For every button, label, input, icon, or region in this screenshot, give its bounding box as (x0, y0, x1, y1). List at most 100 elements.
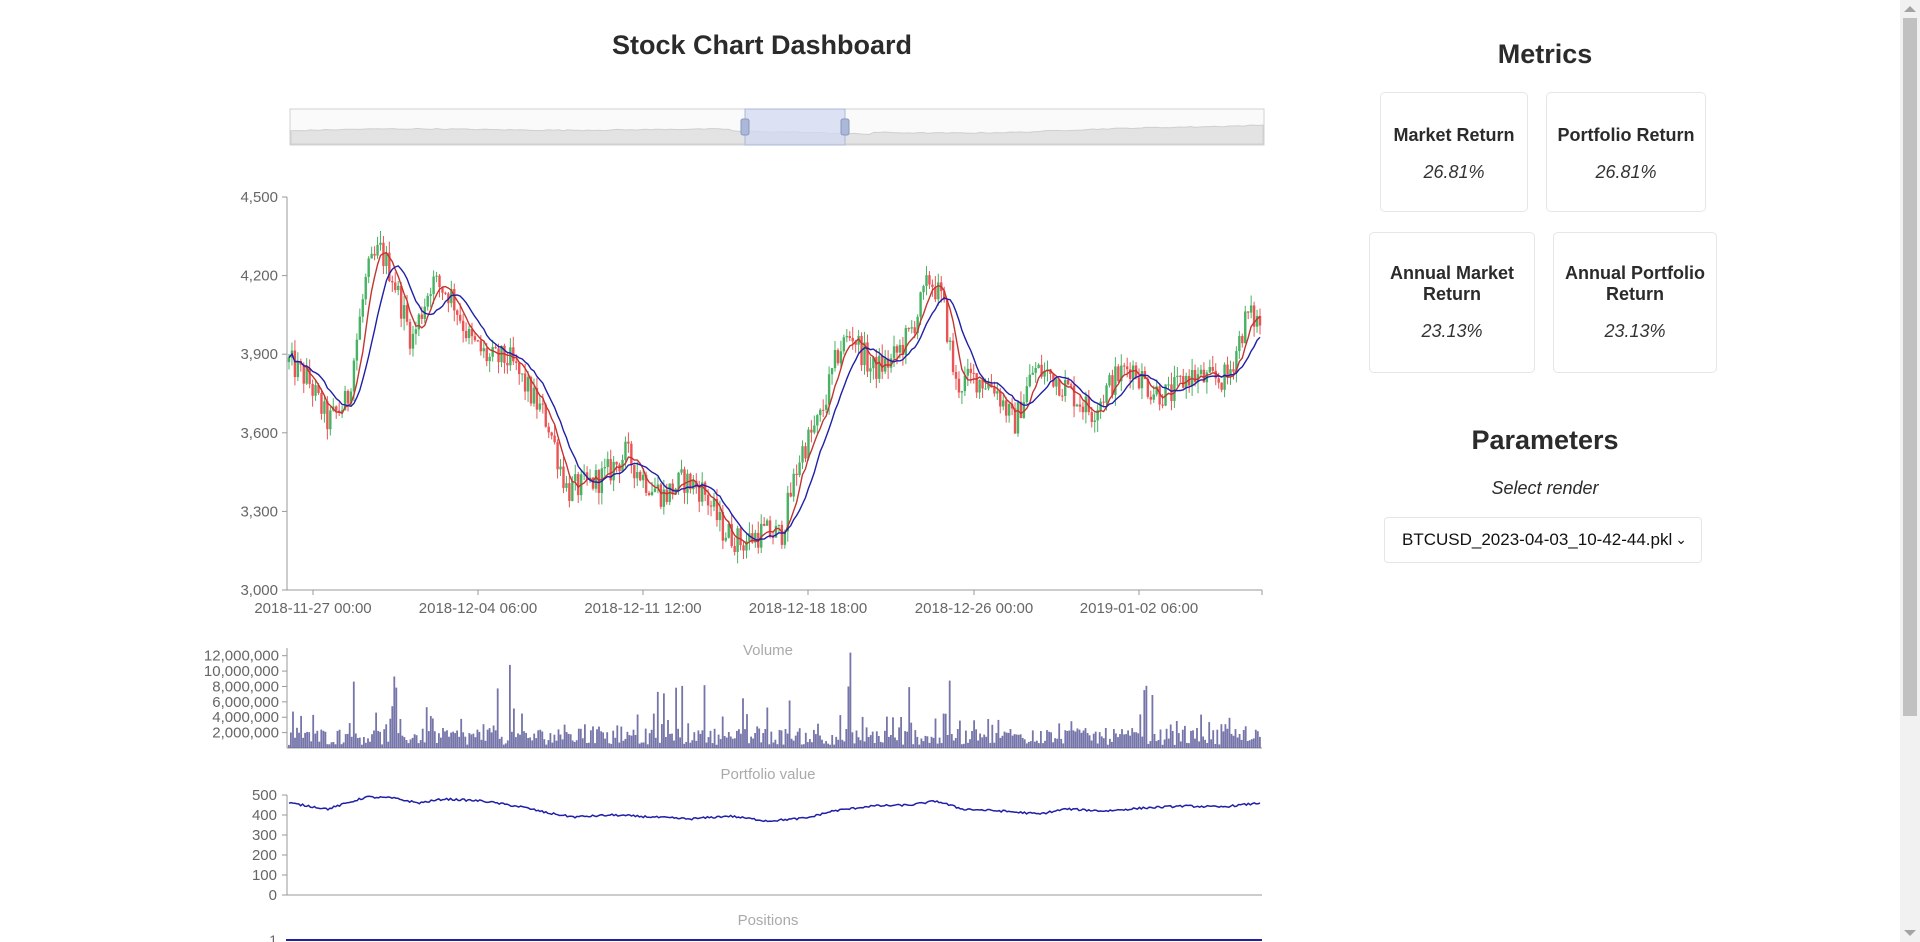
candle (411, 325, 415, 357)
candle (556, 439, 559, 479)
volume-bar (667, 720, 669, 748)
scroll-down-arrow-icon[interactable] (1904, 930, 1916, 936)
volume-bar (744, 729, 746, 748)
volume-bar (480, 739, 483, 748)
volume-bar (806, 742, 809, 748)
candle (464, 322, 468, 342)
volume-bar (725, 737, 728, 748)
volume-bar (502, 744, 505, 748)
volume-bar (727, 732, 730, 748)
volume-bar (1228, 717, 1231, 748)
volume-bar (906, 731, 909, 748)
volume-bar (1220, 724, 1223, 748)
volume-bar (470, 734, 473, 748)
scroll-up-arrow-icon[interactable] (1904, 6, 1916, 12)
candle (813, 415, 816, 435)
volume-bar (403, 737, 406, 748)
candle (786, 485, 789, 542)
data-zoom-slider[interactable] (289, 108, 1265, 146)
main-x-axis: 2018-11-27 00:00 2018-12-04 06:00 2018-12-… (254, 589, 1263, 617)
volume-bar (482, 724, 485, 748)
metric-value: 26.81% (1595, 162, 1657, 182)
candle (594, 464, 598, 493)
candle (907, 327, 910, 332)
candle (1258, 308, 1262, 335)
candle (680, 459, 683, 475)
volume-bar (511, 731, 513, 748)
volume-bar (780, 730, 783, 748)
volume-bar (288, 744, 290, 748)
volume-bar (1218, 744, 1221, 748)
volume-bar (604, 738, 606, 748)
metric-label: Market Return (1393, 125, 1515, 145)
volume-bar (320, 729, 323, 748)
volume-bar (977, 740, 979, 748)
volume-bar (577, 728, 580, 748)
volume-bar (1072, 730, 1075, 748)
volume-bar (1236, 737, 1239, 748)
scroll-thumb[interactable] (1903, 18, 1917, 716)
data-zoom-selection[interactable] (744, 108, 846, 146)
candle (848, 331, 851, 342)
volume-bar (648, 733, 651, 748)
candle (1161, 394, 1164, 409)
candle (1232, 361, 1235, 380)
volume-bar (634, 735, 637, 748)
volume-bar (987, 719, 990, 748)
candle (945, 298, 949, 344)
volume-bar (729, 736, 732, 748)
volume-bar (1131, 728, 1134, 748)
volume-bar (792, 740, 795, 748)
volume-bar (1214, 744, 1217, 748)
candle (1131, 360, 1135, 390)
volume-bar (1248, 740, 1251, 748)
volume-bar (618, 742, 621, 748)
volume-bar (527, 738, 529, 748)
volume-bar (871, 731, 874, 748)
volume-bar (1121, 729, 1123, 748)
candle (736, 525, 739, 564)
volume-bar (1009, 729, 1012, 748)
candle (1199, 364, 1203, 377)
volume-bar (545, 744, 548, 748)
volume-bar (669, 733, 671, 748)
candle (656, 476, 660, 494)
volume-bar (1206, 743, 1209, 748)
volume-bar (361, 744, 363, 748)
candle (653, 477, 657, 493)
volume-bar (342, 742, 345, 748)
volume-bar (654, 737, 657, 748)
page-scrollbar[interactable] (1900, 0, 1920, 942)
volume-bar (1011, 735, 1014, 748)
volume-bar (736, 730, 738, 748)
candle (1255, 309, 1259, 333)
volume-bar (533, 733, 536, 748)
data-zoom-left-handle[interactable] (740, 118, 750, 136)
candle (518, 361, 521, 385)
volume-bar (833, 744, 836, 748)
candle (916, 314, 919, 340)
volume-bar (916, 736, 919, 748)
volume-bar (959, 720, 961, 748)
main-x-tick-label: 2018-12-26 00:00 (915, 600, 1033, 617)
candle (671, 479, 674, 500)
volume-bar (1137, 733, 1140, 748)
volume-bar (581, 738, 584, 748)
data-zoom-right-handle[interactable] (840, 118, 850, 136)
positions-chart-title: Positions (738, 912, 799, 929)
volume-bar (1186, 742, 1188, 748)
volume-bar (894, 737, 896, 748)
render-select[interactable]: BTCUSD_2023-04-03_10-42-44.pkl ⌄ (1384, 517, 1702, 563)
candle (591, 477, 595, 491)
volume-bar (940, 743, 943, 748)
parameters-title: Parameters (1471, 425, 1619, 455)
volume-bar (484, 740, 487, 748)
volume-bar (983, 734, 986, 748)
candle (444, 291, 447, 296)
volume-bar (1038, 743, 1040, 748)
volume-bar (328, 744, 331, 748)
candle (488, 353, 491, 373)
volume-bar (861, 716, 864, 748)
volume-bar (622, 740, 625, 748)
candle (423, 298, 426, 324)
